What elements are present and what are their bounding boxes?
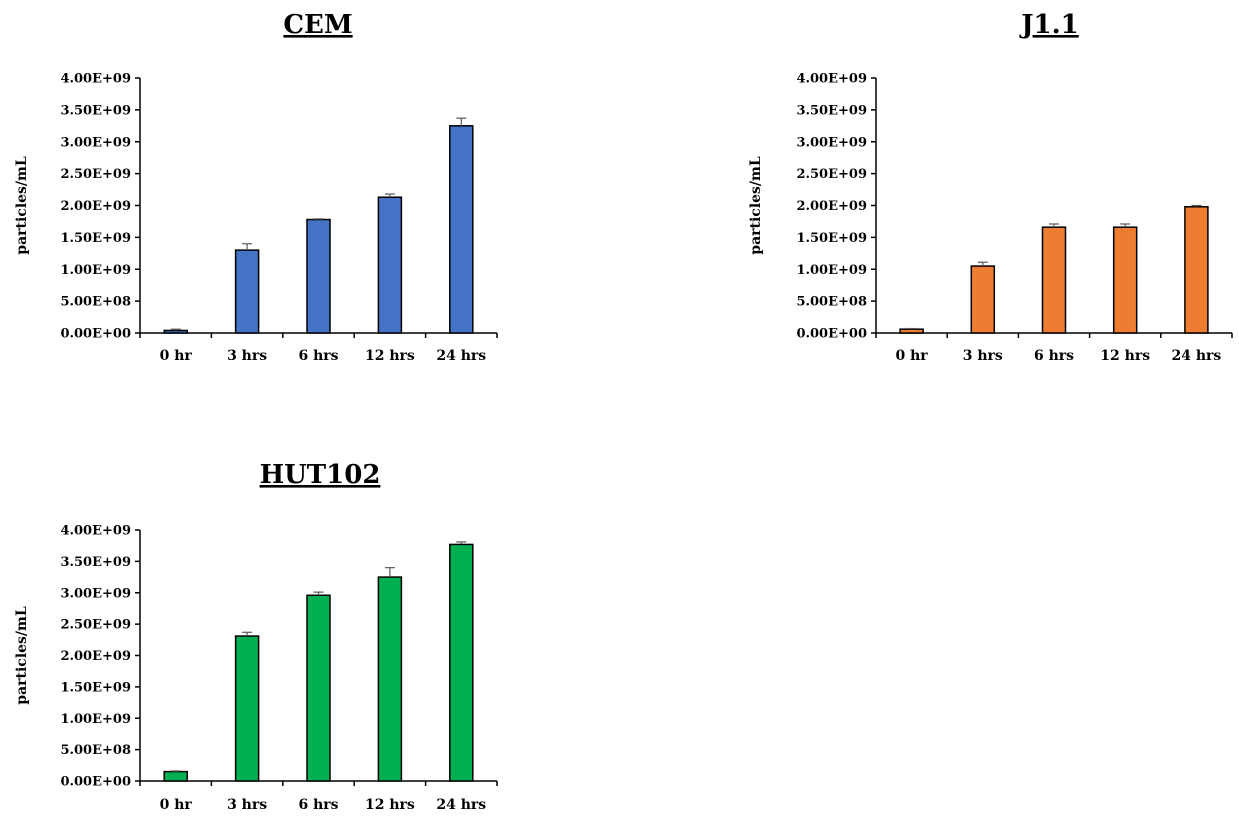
x-tick-label: 3 hrs <box>227 348 267 364</box>
y-tick-label: 0.00E+00 <box>60 327 131 342</box>
x-tick-label: 0 hr <box>896 348 929 364</box>
bar-12-hrs <box>377 576 403 782</box>
y-tick-label: 5.00E+08 <box>60 295 131 310</box>
x-tick-label: 3 hrs <box>963 348 1003 364</box>
x-tick-label: 12 hrs <box>365 348 415 364</box>
y-tick-label: 3.00E+09 <box>60 586 131 601</box>
y-tick-label: 4.00E+09 <box>796 72 867 87</box>
y-tick-label: 0.00E+00 <box>796 327 867 342</box>
y-tick-label: 3.00E+09 <box>60 135 131 150</box>
bar-24-hrs <box>449 125 474 334</box>
y-axis-label: particles/mL <box>748 156 764 255</box>
y-tick-label: 2.00E+09 <box>60 199 131 214</box>
y-tick-label: 3.50E+09 <box>60 103 131 118</box>
bar-12-hrs <box>377 196 403 334</box>
chart-hut102: HUT102 particles/mL 0.00E+00 5.00E+08 1.00E+… <box>14 460 498 813</box>
chart-title: J1.1 <box>1019 10 1079 40</box>
y-tick-label: 2.00E+09 <box>796 199 867 214</box>
y-tick-label: 1.50E+09 <box>60 231 131 246</box>
bar-0-hr <box>163 329 188 334</box>
y-tick-label: 2.50E+09 <box>60 618 131 633</box>
chart-title: HUT102 <box>260 460 381 490</box>
y-tick-label: 4.00E+09 <box>60 524 131 539</box>
x-tick-label: 24 hrs <box>436 348 486 364</box>
bar-0-hr <box>899 328 924 334</box>
y-tick-label: 1.50E+09 <box>796 231 867 246</box>
x-tick-label: 3 hrs <box>227 797 267 813</box>
x-tick-label: 24 hrs <box>436 797 486 813</box>
y-tick-label: 1.50E+09 <box>60 680 131 695</box>
y-tick-label: 3.50E+09 <box>60 555 131 570</box>
x-tick-label: 0 hr <box>160 348 193 364</box>
y-tick-label: 2.00E+09 <box>60 649 131 664</box>
y-tick-label: 5.00E+08 <box>60 743 131 758</box>
bar-3-hrs <box>970 265 996 334</box>
bar-24-hrs <box>449 543 474 782</box>
y-tick-label: 5.00E+08 <box>796 295 867 310</box>
y-axis-label: particles/mL <box>14 606 30 705</box>
chart-j11: J1.1 particles/mL 0.00E+00 5.00E+08 1.00E+09… <box>748 10 1233 364</box>
x-tick-label: 6 hrs <box>298 797 338 813</box>
y-tick-label: 2.50E+09 <box>60 167 131 182</box>
chart-cem: CEM particles/mL 0.00E+00 5.00E+08 1.00E+09 1… <box>14 10 498 364</box>
x-tick-label: 12 hrs <box>1100 348 1150 364</box>
bar-3-hrs <box>234 635 260 782</box>
x-tick-label: 12 hrs <box>365 797 415 813</box>
bar-6-hrs <box>306 594 331 782</box>
bar-0-hr <box>163 770 188 782</box>
y-tick-label: 0.00E+00 <box>60 775 131 790</box>
x-tick-label: 0 hr <box>160 797 193 813</box>
y-tick-label: 1.00E+09 <box>796 263 867 278</box>
y-axis-label: particles/mL <box>14 156 30 255</box>
chart-title: CEM <box>283 10 352 40</box>
y-tick-label: 3.50E+09 <box>796 103 867 118</box>
y-tick-label: 2.50E+09 <box>796 167 867 182</box>
y-tick-label: 3.00E+09 <box>796 135 867 150</box>
y-tick-label: 4.00E+09 <box>60 72 131 87</box>
x-tick-label: 6 hrs <box>298 348 338 364</box>
y-tick-label: 1.00E+09 <box>60 712 131 727</box>
bar-6-hrs <box>1041 226 1067 334</box>
bar-6-hrs <box>306 218 331 334</box>
bar-24-hrs <box>1184 206 1209 334</box>
bar-3-hrs <box>234 249 260 334</box>
x-tick-label: 6 hrs <box>1034 348 1074 364</box>
bar-12-hrs <box>1112 226 1138 334</box>
y-tick-label: 1.00E+09 <box>60 263 131 278</box>
x-tick-label: 24 hrs <box>1172 348 1222 364</box>
